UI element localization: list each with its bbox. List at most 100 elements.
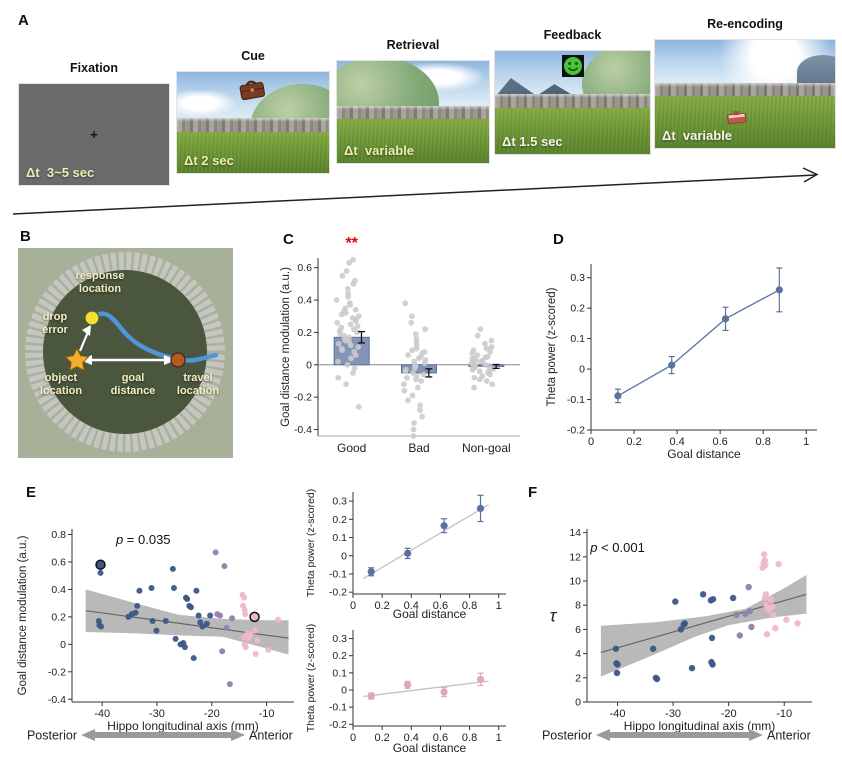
- grass: [177, 131, 329, 173]
- svg-text:-30: -30: [665, 708, 681, 720]
- svg-text:1: 1: [496, 600, 502, 612]
- svg-text:0.2: 0.2: [374, 600, 389, 612]
- svg-text:0.1: 0.1: [332, 667, 347, 679]
- svg-text:0.4: 0.4: [404, 600, 419, 612]
- svg-text:-10: -10: [776, 708, 792, 720]
- panel-f-label: F: [528, 484, 538, 501]
- svg-text:0: 0: [306, 359, 312, 371]
- fixation-cross: +: [90, 127, 98, 143]
- stage-title-re-encoding: Re-encoding: [707, 17, 783, 31]
- svg-text:0.6: 0.6: [712, 436, 727, 448]
- arena-wall: [655, 83, 835, 98]
- svg-text:0.6: 0.6: [297, 262, 312, 274]
- panel-c-chart: -0.4 -0.2 0 0.2 0.4 0.6 Goal distance modulati…: [280, 235, 520, 455]
- svg-text:-20: -20: [204, 708, 220, 720]
- svg-text:14: 14: [569, 527, 581, 539]
- svg-text:0.2: 0.2: [51, 611, 66, 623]
- svg-text:Bad: Bad: [408, 441, 429, 455]
- svg-text:8: 8: [575, 600, 581, 612]
- svg-text:Posterior: Posterior: [542, 729, 592, 743]
- panel-a-label: A: [18, 12, 29, 29]
- svg-text:-0.2: -0.2: [567, 425, 585, 437]
- object-star-icon: [64, 347, 90, 372]
- panel-d-label: D: [553, 231, 564, 248]
- panel-e-chart: -0.4 -0.2 0 0.2 0.4 0.6 0.8 Goal distance modul…: [17, 529, 294, 743]
- object-location-label: object location: [39, 372, 83, 397]
- briefcase-icon: [237, 77, 268, 107]
- goal-distance-label: goal distance: [110, 372, 156, 397]
- svg-text:1: 1: [496, 732, 502, 744]
- fixation-duration: Δt 3~5 sec: [26, 165, 95, 180]
- svg-text:-40: -40: [610, 708, 626, 720]
- cloud: [177, 90, 235, 116]
- svg-text:p < 0.001: p < 0.001: [589, 540, 645, 555]
- arena-graphic: [18, 248, 233, 458]
- svg-text:p = 0.035: p = 0.035: [115, 532, 171, 547]
- svg-text:-0.2: -0.2: [329, 719, 347, 731]
- svg-text:0: 0: [350, 600, 356, 612]
- svg-text:-0.1: -0.1: [329, 702, 347, 714]
- svg-text:0.8: 0.8: [462, 732, 477, 744]
- svg-text:0.8: 0.8: [51, 529, 66, 541]
- svg-text:0: 0: [341, 685, 347, 697]
- svg-text:1: 1: [803, 436, 809, 448]
- grass: [655, 96, 835, 148]
- svg-text:-0.4: -0.4: [48, 694, 66, 706]
- svg-text:-0.1: -0.1: [329, 568, 347, 580]
- svg-text:0.6: 0.6: [433, 732, 448, 744]
- feedback-screen: Δt 1.5 sec: [494, 50, 651, 155]
- svg-text:4: 4: [575, 648, 581, 660]
- svg-text:0.3: 0.3: [332, 633, 347, 645]
- svg-text:-0.2: -0.2: [329, 587, 347, 599]
- drop-error-arrow: [78, 325, 91, 352]
- svg-text:0.2: 0.2: [332, 650, 347, 662]
- svg-text:0.1: 0.1: [570, 333, 585, 345]
- svg-text:Theta power (z-scored): Theta power (z-scored): [305, 624, 317, 733]
- svg-text:Hippo longitudinal axis (mm): Hippo longitudinal axis (mm): [624, 719, 775, 733]
- stage-title-fixation: Fixation: [70, 61, 118, 75]
- svg-text:Good: Good: [337, 441, 366, 455]
- feedback-duration: Δt 1.5 sec: [502, 134, 563, 149]
- svg-text:0.3: 0.3: [332, 496, 347, 508]
- travel-location-label: travel location: [176, 372, 220, 397]
- grass: [337, 119, 489, 163]
- svg-text:Goal distance modulation (a.u.: Goal distance modulation (a.u.): [17, 535, 29, 695]
- svg-text:0.2: 0.2: [374, 732, 389, 744]
- re-encoding-screen: Δt variable: [654, 39, 836, 149]
- svg-text:Goal distance: Goal distance: [393, 741, 467, 755]
- arena-diagram: response location drop error object loca…: [18, 248, 233, 458]
- panel-b-label: B: [20, 228, 31, 245]
- panel-e-inset-bottom-chart: -0.2 -0.1 0 0.1 0.2 0.3 Theta power (z-scored)…: [305, 624, 506, 755]
- stage-title-feedback: Feedback: [543, 28, 602, 42]
- svg-text:10: 10: [569, 576, 581, 588]
- svg-text:0.4: 0.4: [51, 584, 66, 596]
- response-dot-icon: [84, 310, 100, 326]
- svg-text:Goal distance: Goal distance: [667, 447, 741, 461]
- svg-text:Posterior: Posterior: [27, 729, 77, 743]
- cue-screen: Δt 2 sec: [176, 71, 330, 174]
- panel-e-inset-top-chart: -0.2 -0.1 0 0.1 0.2 0.3 Theta power (z-scored)…: [305, 489, 506, 621]
- svg-text:Non-goal: Non-goal: [462, 441, 511, 455]
- svg-text:0: 0: [341, 550, 347, 562]
- svg-text:0.2: 0.2: [570, 303, 585, 315]
- svg-text:0.6: 0.6: [51, 556, 66, 568]
- fixation-screen: + Δt 3~5 sec: [18, 83, 170, 186]
- svg-text:Anterior: Anterior: [249, 729, 293, 743]
- svg-text:0: 0: [575, 697, 581, 709]
- travel-path: [91, 311, 219, 363]
- svg-text:0: 0: [579, 364, 585, 376]
- arena-wall: [177, 118, 329, 132]
- grass: [495, 107, 650, 154]
- retrieval-screen: Δt variable: [336, 60, 490, 164]
- retrieval-duration: Δt variable: [344, 143, 415, 158]
- svg-text:2: 2: [575, 672, 581, 684]
- svg-text:6: 6: [575, 624, 581, 636]
- panel-c-label: C: [283, 231, 294, 248]
- svg-text:Hippo longitudinal axis (mm): Hippo longitudinal axis (mm): [107, 719, 258, 733]
- svg-text:0: 0: [60, 639, 66, 651]
- fixation-background: [19, 84, 169, 185]
- svg-text:0: 0: [350, 732, 356, 744]
- svg-text:0.4: 0.4: [404, 732, 419, 744]
- svg-text:-10: -10: [259, 708, 275, 720]
